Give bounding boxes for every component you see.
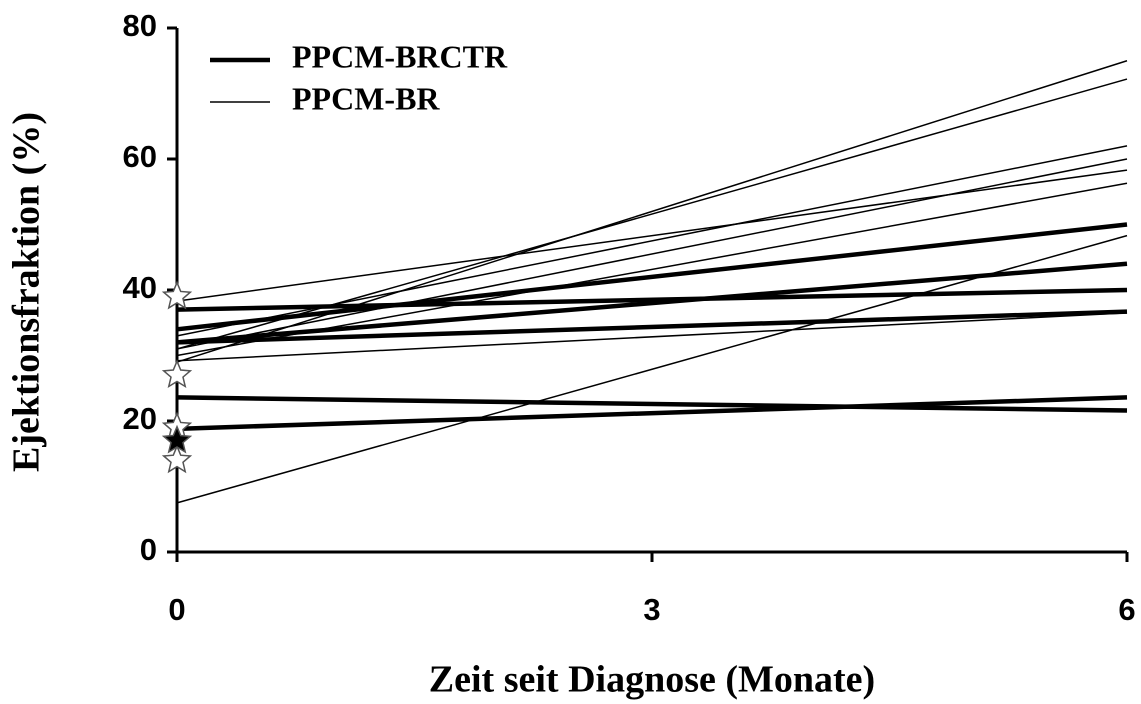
series-line [176,261,1128,345]
y-tick-label: 60 [123,139,157,174]
y-axis-title: Ejektionsfraktion (%) [6,112,48,472]
y-tick-label: 40 [123,270,157,305]
star-marker [161,280,193,310]
series-line [176,309,1128,345]
x-tick-label: 3 [643,592,660,627]
series-line [176,78,1128,350]
x-tick-label: 6 [1118,592,1135,627]
series-line [176,145,1128,337]
star-marker [161,444,193,474]
series-line [176,60,1128,363]
y-tick-label: 20 [123,401,157,436]
legend-label: PPCM-BR [292,80,440,116]
series-line [176,169,1128,302]
x-axis-title: Zeit seit Diagnose (Monate) [429,659,875,701]
series-line [176,234,1128,504]
series-line [176,158,1128,350]
series-line [176,312,1128,362]
star-marker [161,359,193,389]
series-line [176,287,1128,312]
y-tick-label: 80 [123,8,157,43]
x-tick-label: 0 [168,592,185,627]
legend-label: PPCM-BRCTR [292,38,508,74]
y-tick-label: 0 [140,532,157,567]
series-line [176,395,1128,413]
series-line [176,182,1128,357]
series-line [176,395,1128,432]
star-marker [161,424,193,454]
